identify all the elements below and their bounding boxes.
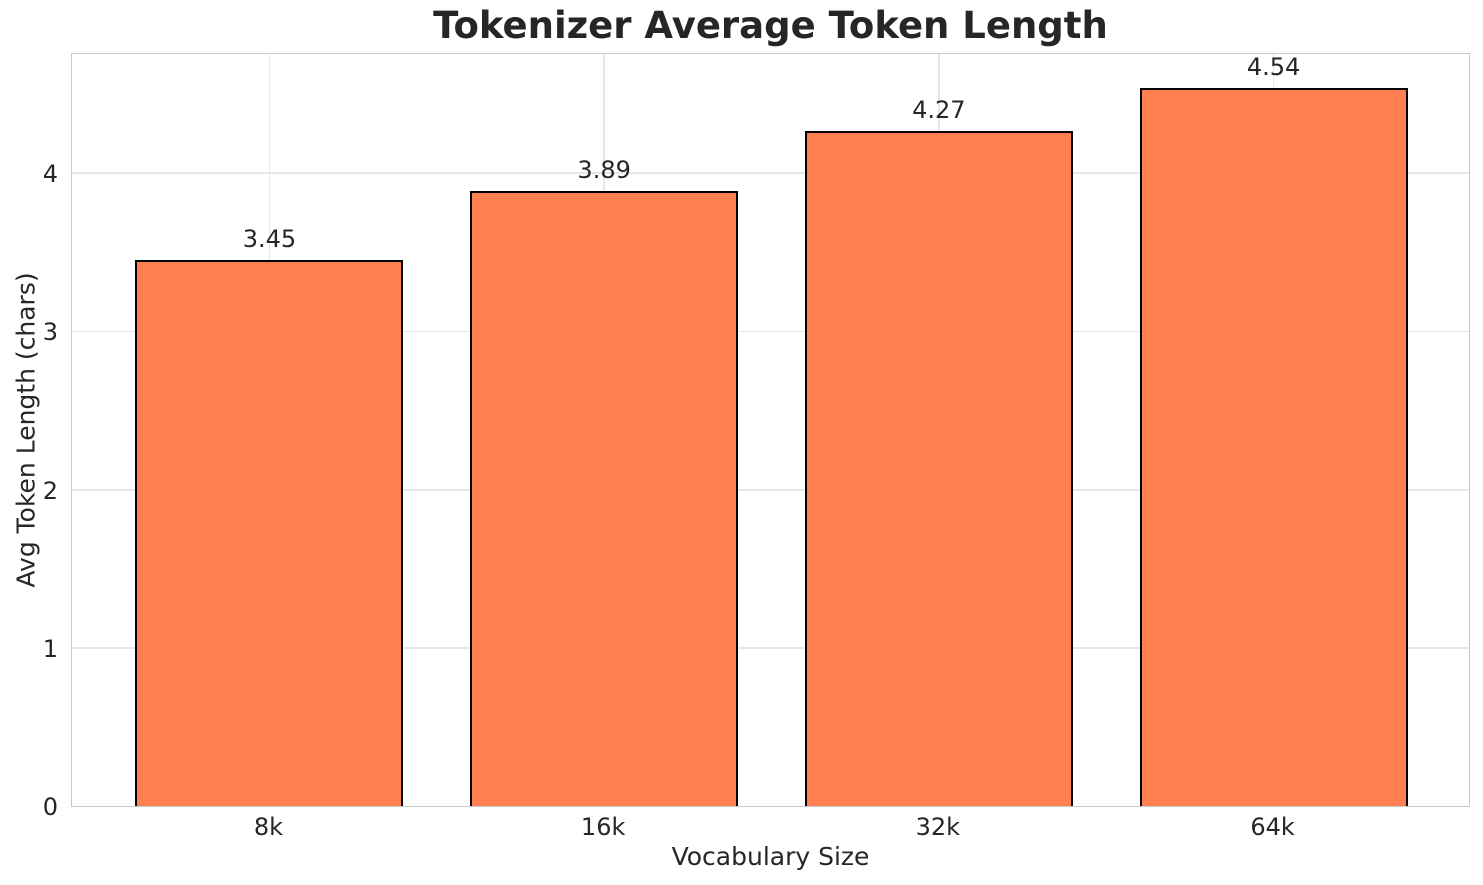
plot-area: 3.45 3.89 4.27 4.54 — [71, 53, 1470, 807]
y-tick-label: 0 — [42, 793, 58, 821]
y-tick-label: 1 — [42, 634, 58, 663]
h-gridline — [72, 172, 1469, 175]
x-axis-label: Vocabulary Size — [671, 842, 870, 871]
y-tick-label: 3 — [42, 318, 58, 347]
bar-value-label: 4.27 — [912, 95, 966, 124]
bar — [1139, 87, 1408, 806]
h-gridline — [72, 488, 1469, 491]
chart-title: Tokenizer Average Token Length — [433, 4, 1108, 47]
y-tick-label: 4 — [42, 160, 58, 189]
h-gridline — [72, 330, 1469, 333]
y-tick-label: 2 — [42, 476, 58, 505]
x-tick-label: 64k — [1250, 813, 1295, 841]
bar-value-label: 3.45 — [242, 225, 297, 254]
h-gridline — [72, 647, 1469, 649]
bar-value-label: 4.54 — [1246, 52, 1301, 81]
x-tick-label: 8k — [253, 813, 284, 841]
x-tick-label: 32k — [915, 813, 961, 841]
x-tick-label: 16k — [580, 813, 626, 841]
bar — [470, 190, 739, 806]
bar — [804, 130, 1073, 806]
bar-value-label: 3.89 — [577, 155, 631, 184]
bar — [135, 260, 404, 806]
